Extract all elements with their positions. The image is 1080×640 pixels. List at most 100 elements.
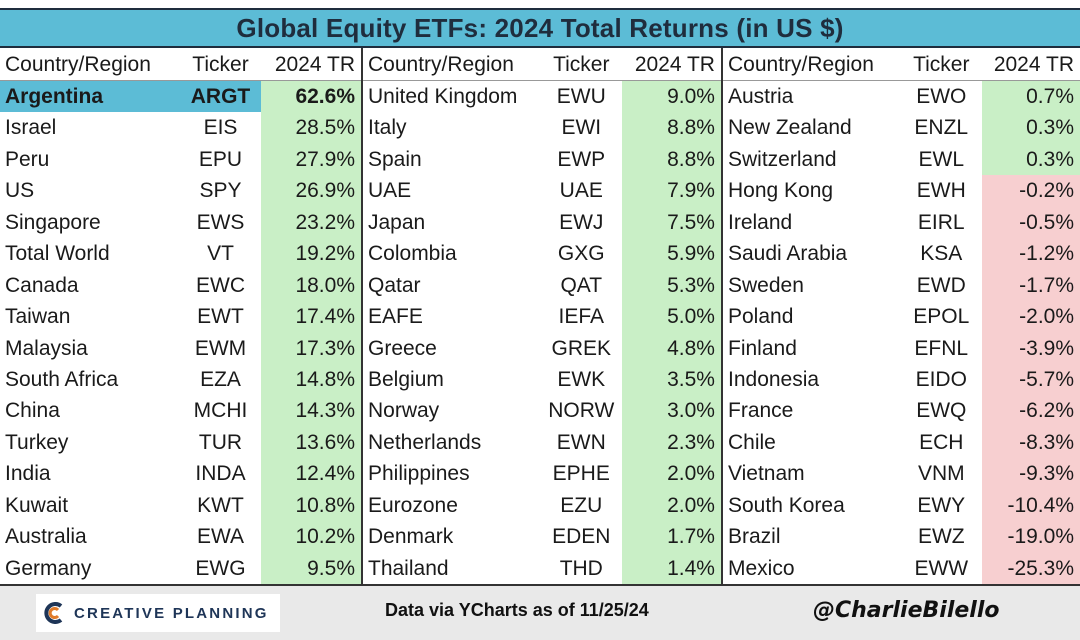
return-cell: 7.9%: [621, 175, 721, 207]
ticker-cell: GXG: [557, 242, 605, 266]
ticker-cell: EIRL: [917, 210, 965, 234]
return-cell: -9.3%: [981, 458, 1080, 490]
ticker-cell: EWH: [916, 179, 966, 203]
return-cell: 7.5%: [621, 206, 721, 239]
return-cell: 23.2%: [261, 206, 361, 239]
ticker-cell: ENZL: [914, 116, 969, 140]
country-cell: Indonesia: [728, 367, 820, 391]
table-panel-3: Country/Region Austria New Zealand Switzerl…: [721, 48, 1080, 584]
return-cell: 14.8%: [261, 363, 361, 396]
country-cell: South Korea: [728, 493, 845, 517]
return-cell: 9.0%: [621, 81, 721, 113]
ticker-cell: THD: [559, 556, 603, 580]
country-cell: Finland: [728, 336, 797, 360]
ticker-cell: EWJ: [559, 210, 604, 234]
ticker-cell: EWL: [918, 147, 965, 171]
return-cell: 4.8%: [621, 332, 721, 364]
country-cell: Australia: [5, 525, 87, 549]
column-header-ticker: Ticker: [901, 48, 982, 81]
ticker-cell: EFNL: [914, 336, 969, 360]
return-cell: -1.7%: [981, 269, 1080, 302]
return-cell: 10.2%: [261, 521, 361, 553]
ticker-cell: EZA: [200, 367, 241, 391]
country-cell: Brazil: [728, 525, 781, 549]
country-cell: Kuwait: [5, 493, 69, 517]
ticker-cell: EWM: [194, 336, 247, 360]
country-cell: EAFE: [368, 305, 423, 329]
ticker-cell: VNM: [917, 462, 965, 486]
country-cell: Japan: [368, 210, 426, 234]
return-cell: -8.3%: [981, 426, 1080, 459]
country-cell: Canada: [5, 273, 79, 297]
return-cell: 0.7%: [981, 81, 1080, 113]
column-header-country: Country/Region: [723, 48, 901, 81]
table-panel-2: Country/Region United Kingdom Italy Spain UA…: [361, 48, 721, 584]
country-cell: South Africa: [5, 367, 119, 391]
country-cell: Eurozone: [368, 493, 458, 517]
title-bar: Global Equity ETFs: 2024 Total Returns (…: [0, 8, 1080, 48]
country-cell: Total World: [5, 242, 110, 266]
ticker-cell: KWT: [197, 493, 244, 517]
return-cell: 2.0%: [621, 458, 721, 490]
country-cell: Spain: [368, 147, 422, 171]
column-header-tr: 2024 TR: [261, 48, 361, 81]
author-handle: @CharlieBilello: [813, 598, 1000, 623]
country-cell: Israel: [5, 116, 57, 140]
ticker-cell: EWW: [914, 556, 969, 580]
ticker-column: Ticker EWO ENZL EWL EWH EIRL KSA EWD EPOL EFNL EID…: [901, 48, 982, 584]
country-cell: Sweden: [728, 273, 804, 297]
ticker-cell: EWT: [197, 305, 244, 329]
return-cell: 62.6%: [261, 81, 361, 113]
return-cell: 28.5%: [261, 112, 361, 144]
ticker-cell: EWO: [916, 85, 967, 108]
column-header-ticker: Ticker: [180, 48, 261, 81]
country-cell: US: [5, 179, 35, 203]
return-cell: -19.0%: [981, 521, 1080, 553]
country-cell: Colombia: [368, 242, 457, 266]
ticker-cell: EIS: [203, 116, 238, 140]
return-cell: -0.2%: [981, 175, 1080, 207]
ticker-cell: EWQ: [916, 399, 967, 423]
ticker-cell: EWN: [556, 430, 606, 454]
country-cell: India: [5, 462, 51, 486]
ticker-cell: EWD: [916, 273, 966, 297]
country-cell: Switzerland: [728, 147, 837, 171]
return-cell: 10.8%: [261, 489, 361, 522]
return-cell: 26.9%: [261, 175, 361, 207]
creative-planning-c-icon: [44, 602, 63, 624]
country-cell: Chile: [728, 430, 776, 454]
return-cell: 5.3%: [621, 269, 721, 302]
returns-table: Country/Region Argentina Israel Peru US Singa…: [0, 48, 1080, 584]
return-cell: -1.2%: [981, 238, 1080, 270]
return-column: 2024 TR 9.0% 8.8% 8.8% 7.9% 7.5% 5.9% 5.3% 5.0% 4…: [621, 48, 721, 584]
ticker-cell: UAE: [559, 179, 603, 203]
country-cell: Belgium: [368, 367, 444, 391]
return-cell: 0.3%: [981, 112, 1080, 144]
column-header-country: Country/Region: [363, 48, 541, 81]
ticker-cell: EWA: [196, 525, 245, 549]
country-column: Country/Region United Kingdom Italy Spain UA…: [363, 48, 541, 584]
return-cell: -3.9%: [981, 332, 1080, 364]
country-cell: France: [728, 399, 794, 423]
ticker-cell: KSA: [920, 242, 963, 266]
ticker-column: Ticker EWU EWI EWP UAE EWJ GXG QAT IEFA GREK EWK NO…: [541, 48, 622, 584]
table-panel-1: Country/Region Argentina Israel Peru US Singa…: [0, 48, 361, 584]
country-cell: Turkey: [5, 430, 69, 454]
country-cell: Singapore: [5, 210, 101, 234]
footer: CREATIVE PLANNING Data via YCharts as of…: [0, 584, 1080, 640]
ticker-cell: ECH: [919, 430, 964, 454]
return-cell: -10.4%: [981, 489, 1080, 522]
return-cell: 19.2%: [261, 238, 361, 270]
ticker-cell: NORW: [548, 399, 615, 423]
ticker-cell: EWU: [556, 85, 606, 108]
country-cell: Denmark: [368, 525, 454, 549]
ticker-cell: EZU: [560, 493, 603, 517]
country-cell: Austria: [728, 85, 794, 108]
creative-planning-logo: CREATIVE PLANNING: [36, 594, 280, 632]
country-cell: Greece: [368, 336, 437, 360]
ticker-cell: EWK: [557, 367, 606, 391]
column-header-ticker: Ticker: [541, 48, 622, 81]
country-cell: Malaysia: [5, 336, 88, 360]
return-cell: 1.7%: [621, 521, 721, 553]
